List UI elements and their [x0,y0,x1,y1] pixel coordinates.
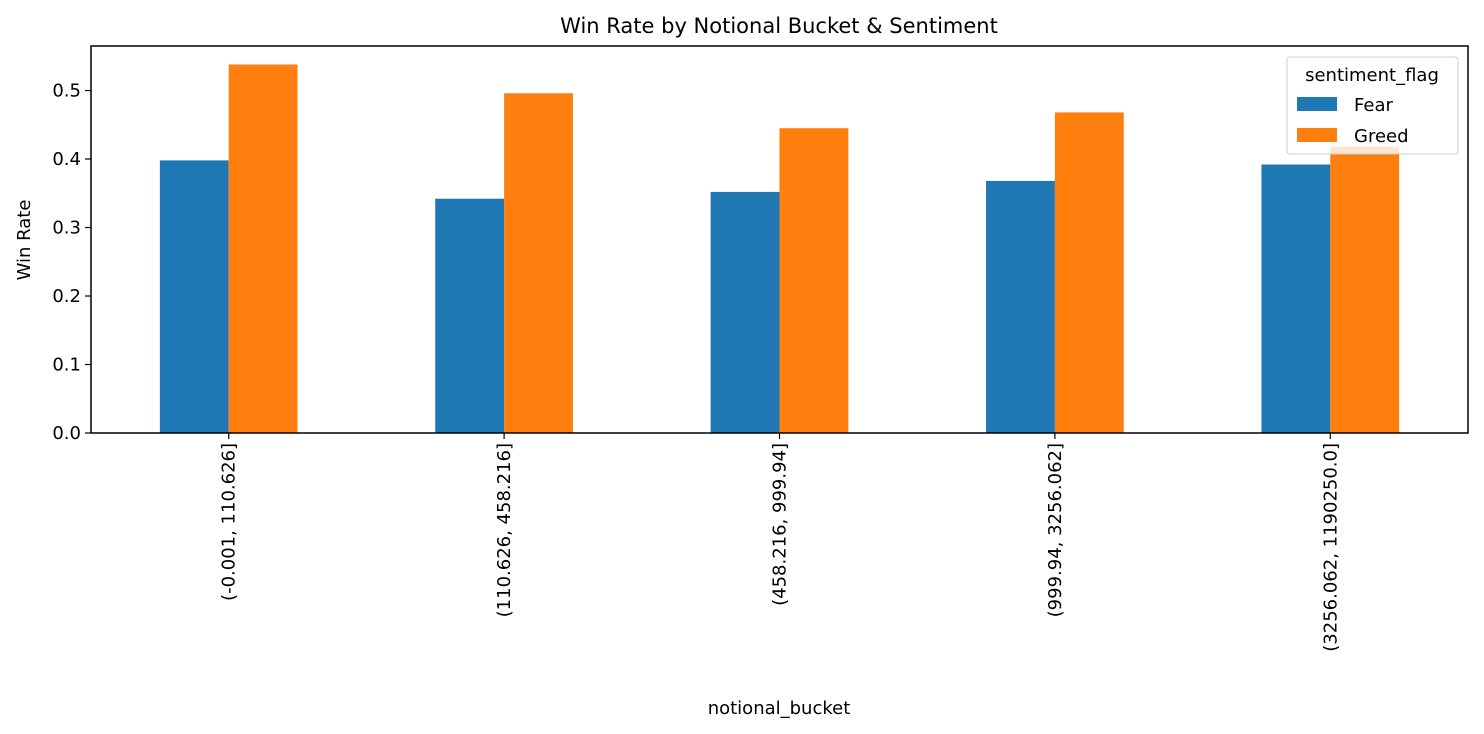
bar-fear-0 [159,160,229,433]
bar-greed-0 [228,64,298,433]
x-axis: (-0.001, 110.626] (110.626, 458.216] (458.… [219,433,1341,652]
bar-greed-2 [779,128,849,433]
bar-fear-3 [986,180,1055,433]
chart-title: Win Rate by Notional Bucket & Sentiment [560,14,998,38]
legend-title: sentiment_flag [1305,65,1439,86]
x-tick-label-1: (110.626, 458.216] [494,443,515,617]
bar-fear-1 [435,198,505,433]
legend-label-fear: Fear [1354,95,1393,116]
bar-greed-3 [1054,112,1124,433]
y-tick-label-4: 0.4 [52,149,81,170]
x-tick-label-3: (999.94, 3256.062] [1045,443,1066,617]
y-tick-label-2: 0.2 [52,286,81,307]
y-axis-label: Win Rate [14,200,35,281]
legend-swatch-greed [1297,128,1337,142]
plot-frame [90,45,1469,434]
bar-greed-1 [504,93,573,433]
y-tick-label-1: 0.1 [52,355,81,376]
bar-fear-4 [1261,164,1331,433]
bar-greed-4 [1330,146,1400,434]
x-tick-label-2: (458.216, 999.94] [770,443,791,606]
x-tick-label-0: (-0.001, 110.626] [219,443,240,601]
y-tick-label-3: 0.3 [52,218,81,239]
y-tick-label-5: 0.5 [52,81,81,102]
legend-label-greed: Greed [1354,126,1409,147]
legend: sentiment_flag Fear Greed [1286,56,1459,155]
bars-group [159,64,1400,434]
x-tick-label-4: (3256.062, 1190250.0] [1320,443,1341,652]
y-tick-label-0: 0.0 [52,423,81,444]
legend-swatch-fear [1297,97,1337,111]
x-axis-label: notional_bucket [708,698,851,719]
bar-fear-2 [710,191,780,433]
y-axis: 0.0 0.1 0.2 0.3 0.4 0.5 [52,81,91,444]
